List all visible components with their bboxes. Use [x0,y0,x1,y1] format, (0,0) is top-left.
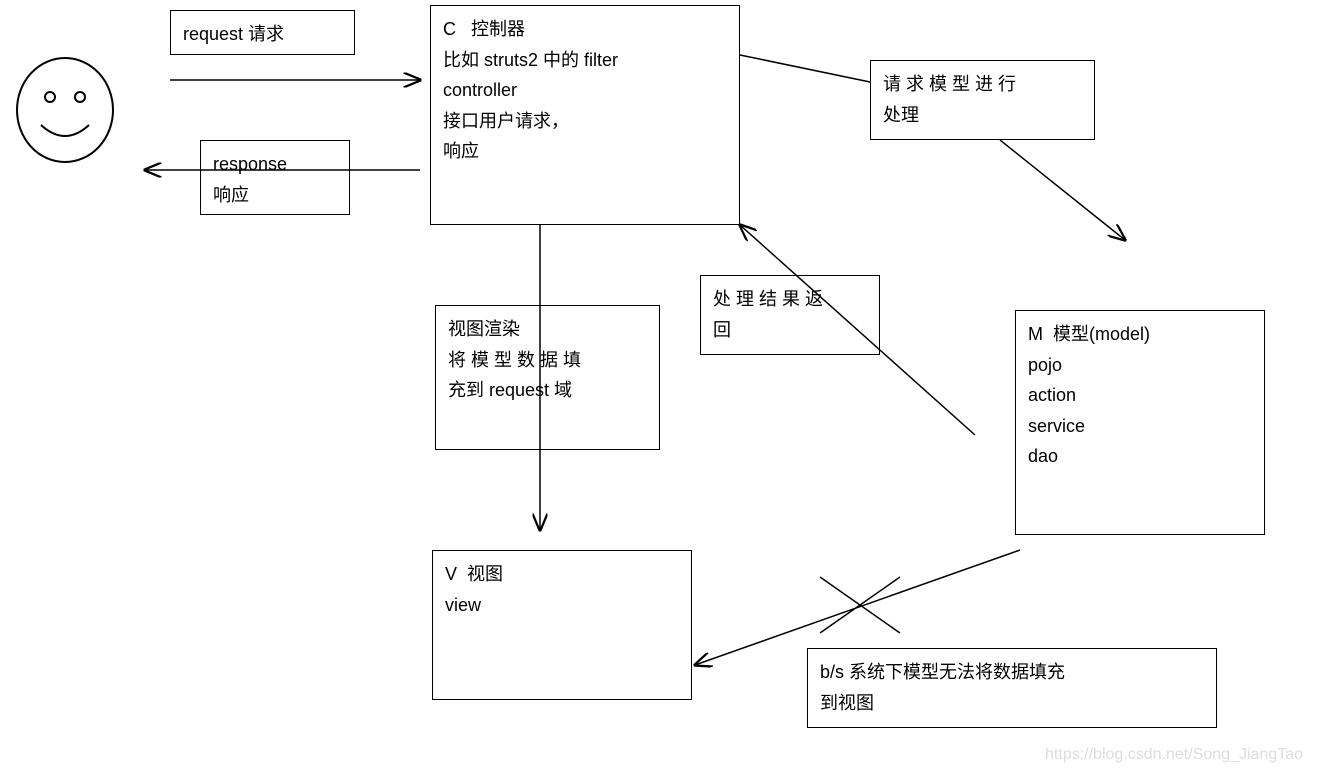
view-line2: view [445,590,679,621]
bs-line2: 到视图 [820,688,1204,719]
render-line2: 将 模 型 数 据 填 [448,345,647,376]
response-box: response 响应 [200,140,350,215]
result-line2: 回 [713,315,867,346]
response-line2: 响应 [213,180,337,211]
request-model-line2: 处理 [883,100,1082,131]
view-box: V 视图 view [432,550,692,700]
request-model-box: 请 求 模 型 进 行 处理 [870,60,1095,140]
request-text: request 请求 [183,19,342,50]
model-line2: pojo [1028,350,1252,381]
render-box: 视图渲染 将 模 型 数 据 填 充到 request 域 [435,305,660,450]
render-line3: 充到 request 域 [448,375,647,406]
request-box: request 请求 [170,10,355,55]
bs-box: b/s 系统下模型无法将数据填充 到视图 [807,648,1217,728]
result-box: 处 理 结 果 返 回 [700,275,880,355]
controller-box: C 控制器 比如 struts2 中的 filter controller 接口… [430,5,740,225]
watermark: https://blog.csdn.net/Song_JiangTao [1045,746,1303,764]
bs-line1: b/s 系统下模型无法将数据填充 [820,657,1204,688]
model-line4: service [1028,411,1252,442]
request-model-line1: 请 求 模 型 进 行 [883,69,1082,100]
controller-line2: 比如 struts2 中的 filter [443,45,727,76]
user-face-icon [15,55,115,175]
model-line3: action [1028,380,1252,411]
view-line1: V 视图 [445,559,679,590]
controller-line4: 接口用户请求， [443,106,727,137]
model-line1: M 模型(model) [1028,319,1252,350]
controller-line5: 响应 [443,136,727,167]
result-line1: 处 理 结 果 返 [713,284,867,315]
response-line1: response [213,149,337,180]
model-line5: dao [1028,441,1252,472]
controller-line3: controller [443,75,727,106]
model-box: M 模型(model) pojo action service dao [1015,310,1265,535]
controller-line1: C 控制器 [443,14,727,45]
render-line1: 视图渲染 [448,314,647,345]
